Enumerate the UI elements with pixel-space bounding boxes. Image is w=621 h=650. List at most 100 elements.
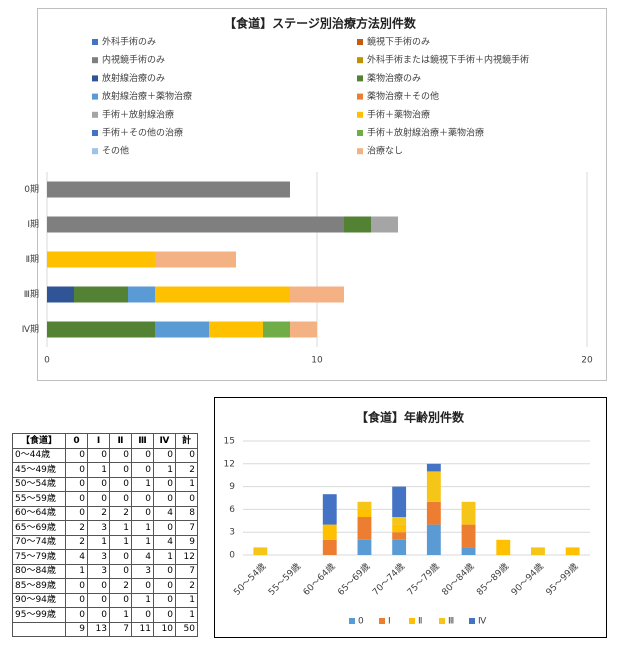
table-row: 70～74歳 2 1 1 1 4 9	[12, 534, 198, 550]
table-row: 65～69歳 2 3 1 1 0 7	[12, 520, 198, 536]
table-cell: 0	[65, 476, 88, 492]
table-cell: 0	[87, 607, 110, 623]
table-cell: Ⅳ	[153, 433, 176, 449]
table-row: 95～99歳 0 0 1 0 0 1	[12, 607, 198, 623]
table-cell: 1	[131, 592, 154, 608]
table-row: 50～54歳 0 0 0 1 0 1	[12, 476, 198, 492]
table-cell: 1	[153, 462, 176, 478]
table-row: 55～59歳 0 0 0 0 0 0	[12, 491, 198, 507]
table-cell: 0	[109, 592, 132, 608]
legend-swatch	[409, 618, 415, 624]
bar-segment	[461, 524, 476, 548]
bar-segment	[357, 539, 372, 555]
table-cell: 2	[87, 505, 110, 521]
table-row: 60～64歳 0 2 2 0 4 8	[12, 505, 198, 521]
legend-swatch	[469, 618, 475, 624]
legend-swatch	[379, 618, 385, 624]
table-cell: 4	[153, 534, 176, 550]
table-cell: 0	[109, 549, 132, 565]
table-cell: 0	[131, 578, 154, 594]
table-cell: 1	[131, 534, 154, 550]
table-row: 0～44歳 0 0 0 0 0 0	[12, 447, 198, 463]
table-cell: 50～54歳	[12, 476, 66, 492]
legend-swatch	[92, 93, 98, 100]
table-cell: 1	[175, 476, 198, 492]
table-cell: 0	[131, 491, 154, 507]
legend-swatch	[357, 130, 363, 136]
y-tick-label: 15	[224, 437, 235, 447]
bar-segment	[461, 547, 476, 555]
legend-swatch	[357, 93, 363, 100]
table-cell: 0	[109, 447, 132, 463]
legend-label: 手術＋放射線治療＋薬物治療	[367, 127, 484, 139]
bar-segment	[47, 286, 74, 303]
table-row: 75～79歳 4 3 0 4 1 12	[12, 549, 198, 565]
legend-label: 0	[358, 617, 364, 627]
table-cell: 2	[65, 520, 88, 536]
bar-segment	[392, 486, 407, 517]
table-cell: 3	[131, 563, 154, 579]
table-cell: 0	[153, 447, 176, 463]
table-cell: 0	[109, 476, 132, 492]
legend-swatch	[92, 57, 98, 64]
table-cell: 4	[131, 549, 154, 565]
legend-label: 鏡視下手術のみ	[367, 36, 430, 48]
table-cell: 4	[65, 549, 88, 565]
y-tick-label: Ⅰ期	[27, 219, 39, 230]
y-tick-label: 6	[229, 505, 235, 515]
x-tick-label: 0	[44, 356, 50, 366]
table-cell: 45～49歳	[12, 462, 66, 478]
table-cell: Ⅲ	[131, 433, 154, 449]
table-cell: 1	[131, 520, 154, 536]
table-cell: 0	[153, 607, 176, 623]
table-cell: 0	[87, 578, 110, 594]
table-cell: 0	[109, 462, 132, 478]
y-tick-label: 12	[224, 459, 235, 469]
legend-label: 手術＋その他の治療	[102, 127, 183, 139]
bar-segment	[263, 321, 290, 338]
y-tick-label: Ⅲ期	[24, 289, 39, 300]
y-tick-label: Ⅱ期	[26, 254, 39, 265]
bar-segment	[47, 181, 290, 198]
bar-segment	[531, 547, 545, 555]
legend-label: 内視鏡手術のみ	[102, 54, 165, 66]
table-cell: 1	[175, 607, 198, 623]
table-cell: 12	[175, 549, 198, 565]
bar-segment	[426, 501, 441, 525]
bar-segment	[322, 524, 337, 540]
table-cell: 1	[109, 520, 132, 536]
legend-swatch	[92, 111, 98, 118]
table-row: 80～84歳 1 3 0 3 0 7	[12, 563, 198, 579]
legend-label: Ⅱ	[418, 617, 422, 627]
table-cell: 0	[65, 578, 88, 594]
bar-segment	[128, 286, 155, 303]
bar-segment	[357, 517, 372, 540]
bar-segment	[290, 286, 344, 303]
bar-segment	[426, 463, 441, 472]
table-cell: 1	[109, 534, 132, 550]
bar-segment	[344, 216, 371, 233]
y-tick-label: 0期	[24, 184, 39, 195]
x-tick-label: 20	[581, 356, 593, 366]
legend-label: 手術＋薬物治療	[367, 108, 430, 120]
legend-label: 薬物治療＋その他	[367, 90, 439, 102]
bar-segment	[461, 501, 476, 525]
legend-label: 放射線治療のみ	[102, 72, 165, 84]
table-cell: 80～84歳	[12, 563, 66, 579]
table-cell: 0	[131, 447, 154, 463]
bar-segment	[426, 524, 441, 555]
table-cell: 0	[109, 491, 132, 507]
y-tick-label: 9	[229, 482, 235, 492]
table-cell: 70～74歳	[12, 534, 66, 550]
legend-swatch	[357, 39, 363, 45]
table-row: 85～89歳 0 0 2 0 0 2	[12, 578, 198, 594]
legend-swatch	[92, 75, 98, 82]
legend-label: 薬物治療のみ	[367, 72, 421, 84]
bar-segment	[392, 532, 407, 540]
bar-segment	[496, 539, 511, 555]
table-cell: 0	[65, 607, 88, 623]
chart-title: 【食道】ステージ別治療方法別件数	[224, 16, 417, 31]
bar-segment	[322, 494, 337, 525]
bar-segment	[426, 471, 441, 502]
chart-frame	[214, 397, 607, 638]
